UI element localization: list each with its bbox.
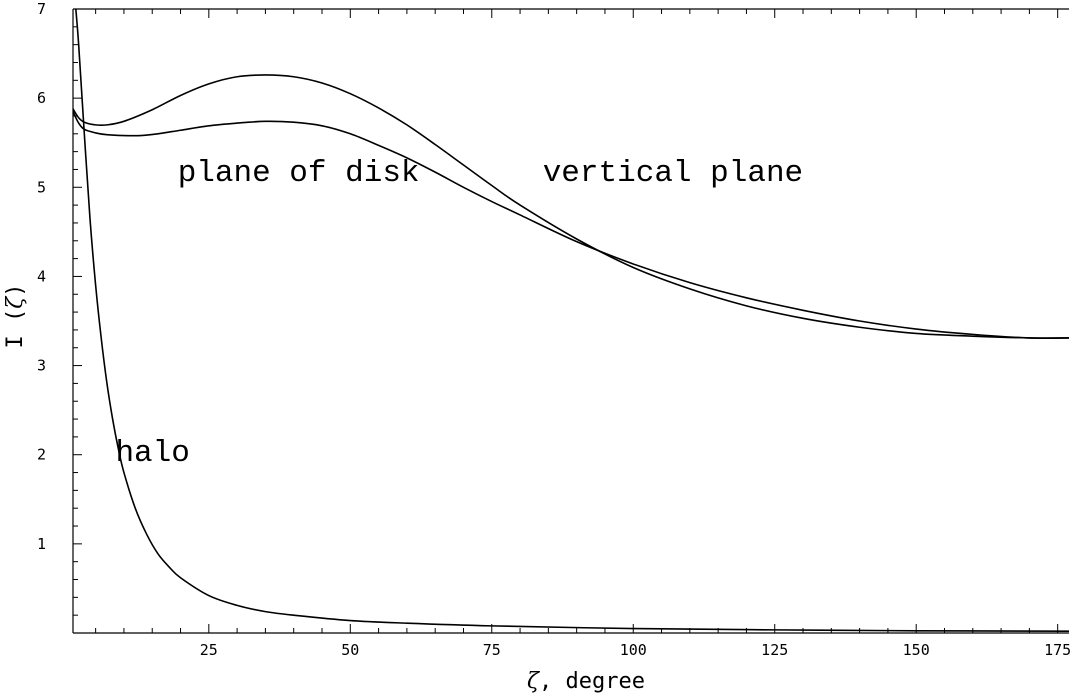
x-tick-label: 25	[200, 641, 218, 659]
annotation-label: halo	[115, 436, 189, 471]
axis-ticks	[73, 8, 1059, 633]
curve-vertical-plane	[72, 74, 1070, 339]
y-axis-title: I (ζ)	[3, 284, 28, 349]
annotations: plane of disk vertical plane halo	[115, 156, 803, 471]
y-axis-symbol: ζ	[3, 295, 28, 309]
y-tick-label: 1	[37, 535, 46, 553]
y-tick-label: 7	[37, 0, 46, 18]
curve-halo	[75, 8, 1070, 633]
tick-labels: 25 50 75 100 125 150 175 1 2 3 4 5 6 7	[37, 0, 1070, 659]
x-axis-symbol: ζ	[527, 669, 541, 693]
x-tick-label: 150	[903, 641, 930, 659]
x-tick-label: 100	[620, 641, 647, 659]
annotation-label: vertical plane	[543, 156, 803, 191]
curves	[72, 8, 1070, 633]
x-tick-label: 125	[761, 641, 788, 659]
x-tick-label: 50	[341, 641, 359, 659]
annotation-label: plane of disk	[178, 156, 420, 191]
y-axis-title-text: I (	[3, 309, 28, 349]
y-tick-label: 4	[37, 267, 46, 285]
x-axis-title-text: , degree	[539, 669, 645, 693]
y-tick-label: 2	[37, 446, 46, 464]
curve-plane-of-disk	[72, 111, 1070, 339]
y-tick-label: 5	[37, 178, 46, 196]
y-tick-label: 3	[37, 357, 46, 375]
x-tick-label: 175	[1044, 641, 1070, 659]
x-tick-label: 75	[483, 641, 501, 659]
x-axis-title: ζ, degree	[527, 669, 645, 693]
plot-frame	[72, 8, 1069, 634]
y-axis-title-close: )	[3, 284, 28, 297]
y-tick-label: 6	[37, 89, 46, 107]
